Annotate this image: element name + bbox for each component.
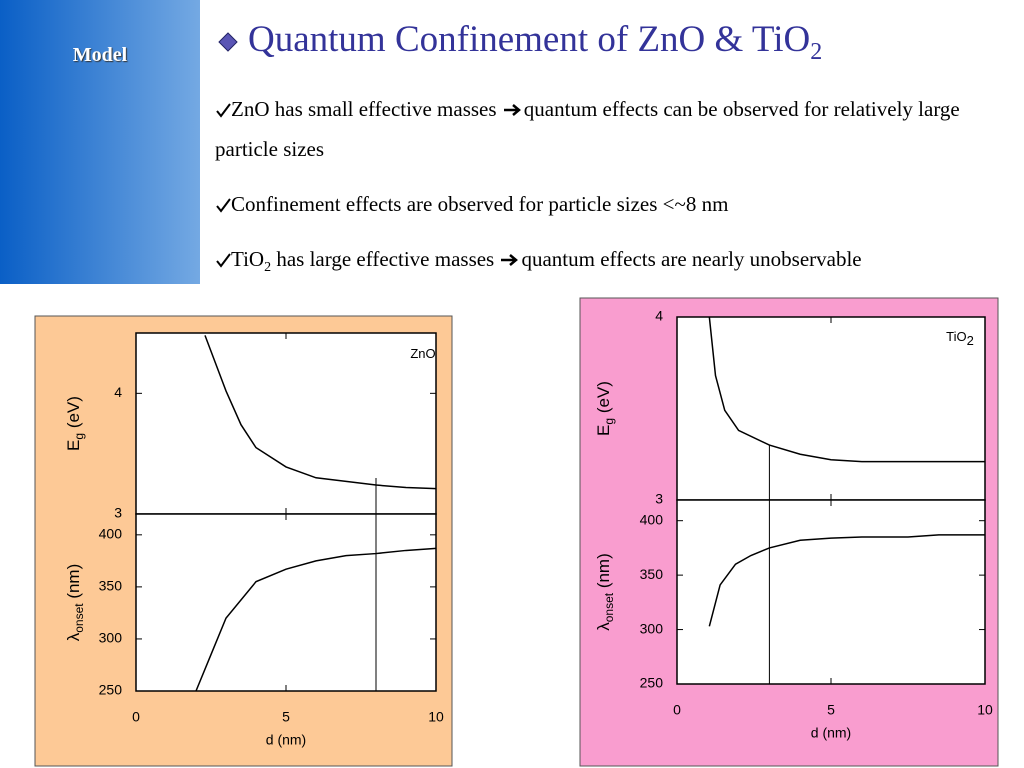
y-tick-label: 300 <box>99 630 123 646</box>
diamond-icon <box>218 32 238 52</box>
title-text: Quantum Confinement of ZnO & TiO <box>248 19 811 60</box>
bullet-text: has large effective masses <box>271 247 495 271</box>
panel-label-sub: 2 <box>967 333 974 348</box>
plot-area <box>135 332 437 515</box>
bullet: ZnO has small effective masses quantum e… <box>215 89 1005 169</box>
bullet-text: TiO <box>231 247 265 271</box>
bullet-subscript: 2 <box>264 260 272 276</box>
y-label-sub: g <box>602 418 616 425</box>
data-line <box>195 547 437 692</box>
y-tick-label: 400 <box>99 526 123 542</box>
y-tick-label: 250 <box>99 682 123 698</box>
x-axis-label: d (nm) <box>811 725 851 741</box>
y-tick-label: 350 <box>640 566 664 582</box>
y-axis-label: λonset (nm) <box>64 564 86 642</box>
x-tick-label: 0 <box>132 709 140 725</box>
arrow-icon <box>501 254 519 266</box>
y-tick-label: 250 <box>640 675 664 691</box>
y-axis-label: Eg (eV) <box>64 396 86 451</box>
x-tick-label: 10 <box>428 709 444 725</box>
y-tick-label: 4 <box>114 384 122 400</box>
y-axis-label: Eg (eV) <box>594 381 616 436</box>
bullet: Confinement effects are observed for par… <box>215 184 1005 224</box>
plot-area <box>676 316 986 501</box>
bullet-text: quantum effects can be observed for rela… <box>215 97 960 161</box>
check-icon <box>216 253 231 268</box>
y-label-main: λ <box>64 632 83 641</box>
panel-label-text: TiO <box>946 329 966 344</box>
data-line <box>708 534 985 627</box>
bullet-text: quantum effects are nearly unobservable <box>521 247 862 271</box>
y-label-main: E <box>64 440 83 451</box>
data-line <box>204 335 437 490</box>
y-label-unit: (nm) <box>594 553 613 593</box>
y-label-sub: onset <box>72 603 86 633</box>
bullet-text: ZnO has small effective masses <box>231 97 497 121</box>
x-tick-label: 5 <box>282 709 290 725</box>
y-tick-label: 4 <box>655 308 663 324</box>
bullet-text: Confinement effects are observed for par… <box>231 192 729 216</box>
x-tick-label: 10 <box>977 702 993 718</box>
title: Quantum Confinement of ZnO & TiO2 <box>248 18 822 64</box>
panel-label: ZnO <box>410 346 435 361</box>
y-label-main: λ <box>594 622 613 631</box>
x-tick-label: 5 <box>827 702 835 718</box>
y-axis-label: λonset (nm) <box>594 553 616 631</box>
y-label-unit: (eV) <box>64 396 83 433</box>
check-icon <box>216 198 231 213</box>
panel-label: TiO2 <box>946 329 974 348</box>
plot-area <box>676 499 986 685</box>
x-axis-label: d (nm) <box>266 732 306 748</box>
y-tick-label: 400 <box>640 511 664 527</box>
y-tick-label: 300 <box>640 620 664 636</box>
check-icon <box>216 103 231 118</box>
y-tick-label: 3 <box>655 491 663 507</box>
y-label-sub: onset <box>602 592 616 622</box>
x-tick-label: 0 <box>673 702 681 718</box>
y-label-unit: (eV) <box>594 381 613 418</box>
bullet: TiO2 has large effective masses quantum … <box>215 239 1005 279</box>
y-label-sub: g <box>72 433 86 440</box>
sidebar-label: Model <box>72 44 128 66</box>
y-label-main: E <box>594 425 613 436</box>
y-label-unit: (nm) <box>64 564 83 604</box>
data-line <box>708 316 985 463</box>
title-subscript: 2 <box>810 39 823 65</box>
sidebar <box>0 0 200 284</box>
arrow-icon <box>503 104 521 116</box>
plot-area <box>135 513 437 692</box>
panel-label-text: ZnO <box>410 346 435 361</box>
y-tick-label: 350 <box>99 578 123 594</box>
y-tick-label: 3 <box>114 505 122 521</box>
